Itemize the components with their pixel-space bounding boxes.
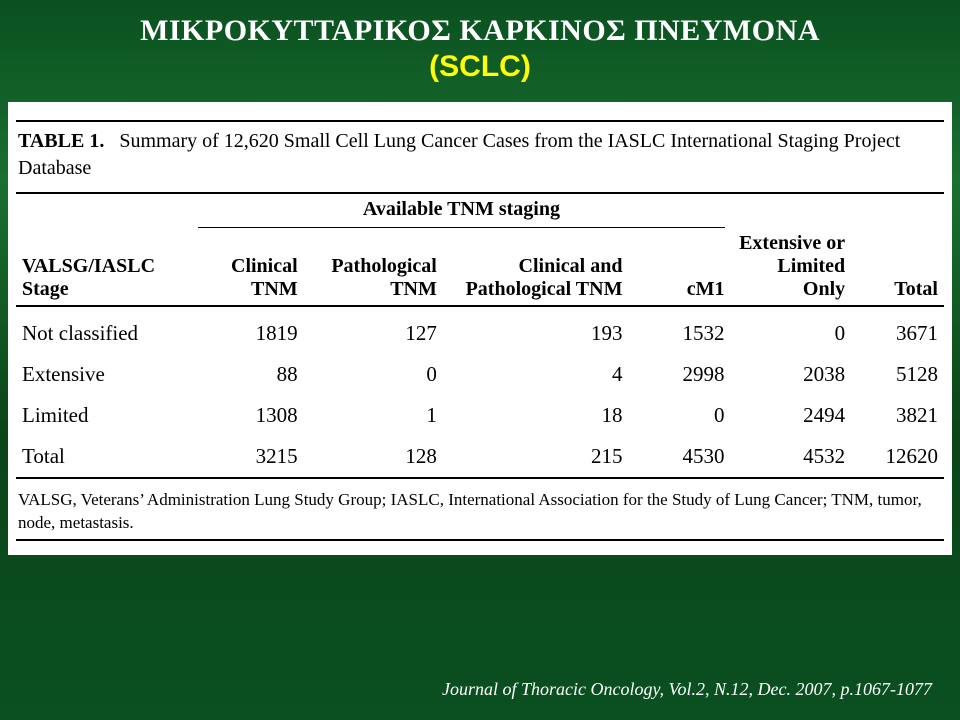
cell-c5: 2494 xyxy=(731,395,852,436)
cell-c6: 3671 xyxy=(851,307,944,354)
cell-c5: 2038 xyxy=(731,354,852,395)
table-row: Not classified1819127193153203671 xyxy=(16,307,944,354)
cell-c3: 4 xyxy=(443,354,629,395)
col-clinical-tnm: Clinical TNM xyxy=(192,228,303,305)
table-row: Total32151282154530453212620 xyxy=(16,436,944,477)
cell-c5: 4532 xyxy=(731,436,852,477)
cell-stage: Extensive xyxy=(16,354,192,395)
cell-c1: 1308 xyxy=(192,395,303,436)
cell-c2: 128 xyxy=(304,436,443,477)
col-c5-top: Extensive or xyxy=(739,232,845,254)
table-row: Extensive8804299820385128 xyxy=(16,354,944,395)
col-c3-top: Clinical and xyxy=(519,255,623,277)
cell-c6: 12620 xyxy=(851,436,944,477)
data-table: Available TNM staging VALSG/IASLC Stage … xyxy=(16,194,944,479)
cell-c4: 4530 xyxy=(628,436,730,477)
table-label: TABLE 1. xyxy=(18,130,104,152)
cell-c6: 3821 xyxy=(851,395,944,436)
col-stage: VALSG/IASLC Stage xyxy=(16,228,192,305)
slide-subtitle: (SCLC) xyxy=(0,50,960,102)
col-pathological-tnm: Pathological TNM xyxy=(304,228,443,305)
cell-c1: 3215 xyxy=(192,436,303,477)
table-container: TABLE 1. Summary of 12,620 Small Cell Lu… xyxy=(8,102,952,555)
bottom-rule xyxy=(16,539,944,541)
cell-c2: 0 xyxy=(304,354,443,395)
cell-c5: 0 xyxy=(731,307,852,354)
col-stage-bottom: Stage xyxy=(22,278,69,300)
table-footnote: VALSG, Veterans’ Administration Lung Stu… xyxy=(16,479,944,539)
col-c1-bottom: TNM xyxy=(251,278,298,300)
col-c2-top: Pathological xyxy=(331,255,437,277)
cell-c3: 215 xyxy=(443,436,629,477)
cell-c4: 1532 xyxy=(628,307,730,354)
col-c4-bottom: cM1 xyxy=(687,278,725,300)
cell-c1: 88 xyxy=(192,354,303,395)
cell-stage: Limited xyxy=(16,395,192,436)
col-c1-top: Clinical xyxy=(231,255,298,277)
cell-c4: 0 xyxy=(628,395,730,436)
cell-c3: 18 xyxy=(443,395,629,436)
col-c6-bottom: Total xyxy=(894,278,938,300)
table-row: Limited1308118024943821 xyxy=(16,395,944,436)
col-cm1: cM1 xyxy=(628,228,730,305)
cell-stage: Total xyxy=(16,436,192,477)
cell-c2: 1 xyxy=(304,395,443,436)
table-caption-text: Summary of 12,620 Small Cell Lung Cancer… xyxy=(18,130,900,179)
col-extensive-limited: Extensive or Limited Only xyxy=(731,228,852,305)
cell-stage: Not classified xyxy=(16,307,192,354)
col-total: Total xyxy=(851,228,944,305)
table-caption: TABLE 1. Summary of 12,620 Small Cell Lu… xyxy=(16,122,944,192)
table-body: Not classified1819127193153203671Extensi… xyxy=(16,307,944,477)
cell-c2: 127 xyxy=(304,307,443,354)
col-c3-bottom: Pathological TNM xyxy=(466,278,623,300)
spanning-header: Available TNM staging xyxy=(192,194,730,227)
col-c2-bottom: TNM xyxy=(390,278,437,300)
cell-c4: 2998 xyxy=(628,354,730,395)
slide-title: ΜΙΚΡΟΚΥΤΤΑΡΙΚΟΣ ΚΑΡΚΙΝΟΣ ΠΝΕΥΜΟΝΑ xyxy=(0,0,960,50)
cell-c3: 193 xyxy=(443,307,629,354)
col-c5-bottom: Limited Only xyxy=(777,255,845,300)
cell-c1: 1819 xyxy=(192,307,303,354)
cell-c6: 5128 xyxy=(851,354,944,395)
col-stage-top: VALSG/IASLC xyxy=(22,255,155,277)
citation: Journal of Thoracic Oncology, Vol.2, N.1… xyxy=(442,679,932,700)
col-clinical-pathological-tnm: Clinical and Pathological TNM xyxy=(443,228,629,305)
